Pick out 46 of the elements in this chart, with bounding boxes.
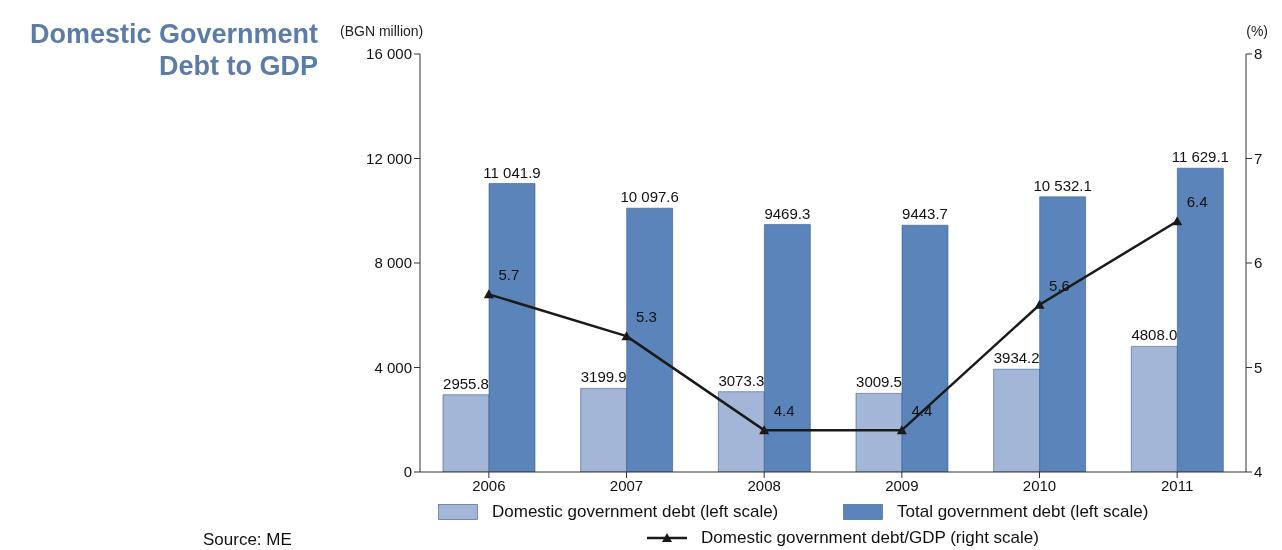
y-tick-label: 12 000	[366, 149, 412, 167]
data-label: 4808.0	[1131, 326, 1178, 344]
x-tick-label: 2009	[885, 476, 919, 494]
point	[1034, 299, 1045, 309]
point	[1172, 216, 1183, 226]
y-tick-label: 4 000	[374, 358, 412, 376]
y2-tick-label: 5	[1254, 358, 1263, 376]
data-label: 9469.3	[764, 204, 811, 222]
data-label: 3009.5	[856, 373, 902, 391]
y-tick-label: 0	[403, 463, 412, 481]
data-label: 11 041.9	[483, 163, 541, 181]
legend-label: Domestic government debt/GDP (right scale)	[701, 528, 1039, 548]
data-label: 11 629.1	[1171, 148, 1229, 166]
point	[896, 425, 907, 435]
y-tick-label: 16 000	[366, 45, 412, 63]
data-label: 3934.2	[993, 349, 1040, 367]
data-label: 3073.3	[718, 371, 765, 389]
y2-tick-label: 6	[1254, 254, 1263, 272]
legend-label: Total government debt (left scale)	[897, 502, 1149, 522]
y2-tick-label: 8	[1254, 45, 1263, 63]
data-label: 2955.8	[443, 374, 489, 392]
x-tick-label: 2011	[1161, 476, 1194, 494]
x-tick-label: 2008	[747, 476, 781, 494]
y2-axis-title: (%)	[1246, 23, 1268, 39]
data-label: 4.4	[773, 402, 795, 420]
y-axis-title: (BGN million)	[340, 23, 424, 39]
data-label: 10 097.6	[620, 188, 679, 206]
data-label: 9443.7	[902, 205, 948, 223]
x-tick-label: 2006	[472, 476, 506, 494]
y2-tick-label: 7	[1254, 149, 1263, 167]
point	[621, 331, 632, 341]
data-label: 10 532.1	[1033, 176, 1092, 194]
source-note: Source: ME	[203, 530, 292, 550]
y-tick-label: 8 000	[374, 254, 412, 272]
point	[759, 425, 770, 435]
x-tick-label: 2010	[1022, 476, 1057, 494]
data-label: 5.3	[636, 308, 657, 326]
legend-label: Domestic government debt (left scale)	[492, 502, 779, 522]
point	[483, 289, 494, 299]
data-label: 5.6	[1049, 276, 1070, 294]
data-label: 6.4	[1186, 193, 1208, 211]
data-label: 3199.9	[580, 368, 627, 386]
y2-tick-label: 4	[1254, 463, 1263, 481]
text: Domestic Government Debt to GDP	[28, 18, 318, 82]
x-tick-label: 2007	[609, 476, 644, 494]
data-label: 5.7	[498, 266, 520, 284]
